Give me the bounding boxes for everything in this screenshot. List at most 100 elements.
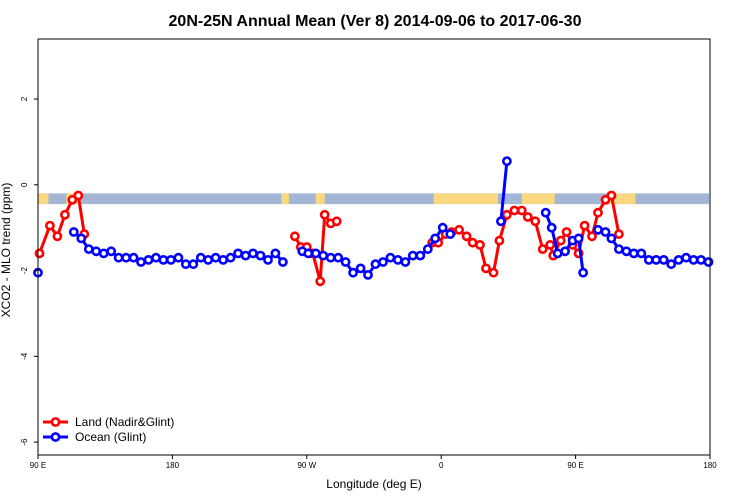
data-point: [614, 244, 624, 254]
data-point: [76, 233, 87, 244]
x-axis: 90 E 180 90 W 0 90 E 180: [30, 455, 717, 470]
data-point: [165, 254, 176, 265]
data-point: [501, 209, 512, 220]
x-tick-label: 90 E: [567, 461, 583, 470]
series-land: [34, 190, 624, 287]
series-line-segment-3: [499, 161, 509, 222]
land-band-6: [608, 193, 636, 205]
data-point: [494, 235, 505, 246]
y-axis: 2 0 -2 -4 -6: [20, 96, 38, 446]
land-band-3: [315, 193, 325, 205]
series-ocean: [33, 156, 714, 280]
data-point: [392, 254, 403, 265]
data-point: [636, 248, 647, 259]
data-point: [445, 229, 456, 239]
data-point: [331, 216, 342, 227]
data-point: [545, 239, 556, 250]
data-point: [475, 239, 485, 250]
land-band-5: [521, 193, 555, 205]
data-point: [315, 276, 326, 287]
data-point: [651, 254, 662, 265]
data-point: [415, 250, 426, 261]
data-point: [546, 222, 557, 233]
y-tick-label: 0: [20, 182, 29, 187]
data-point: [578, 267, 588, 278]
data-point: [600, 227, 611, 237]
data-point: [454, 224, 464, 235]
data-point: [143, 254, 154, 265]
data-point: [363, 269, 373, 280]
data-point: [333, 252, 344, 263]
data-point: [289, 231, 300, 242]
data-point: [488, 267, 499, 278]
data-point: [225, 252, 236, 263]
data-point: [128, 252, 139, 263]
data-point: [106, 246, 117, 257]
y-tick-label: -4: [20, 352, 29, 360]
data-point: [437, 222, 448, 233]
data-point: [188, 259, 199, 270]
data-point: [68, 227, 79, 237]
data-point: [501, 156, 512, 167]
data-point: [210, 252, 221, 263]
legend-label: Ocean (Glint): [75, 430, 146, 444]
x-tick-label: 90 W: [297, 461, 316, 470]
y-axis-label: XCO2 - MLO trend (ppm): [0, 183, 13, 318]
data-point: [303, 248, 314, 259]
data-point: [666, 259, 677, 270]
data-point: [579, 220, 590, 231]
x-tick-label: 90 E: [30, 461, 46, 470]
legend-marker: [50, 417, 61, 427]
data-point: [555, 235, 566, 246]
data-point: [45, 220, 55, 231]
x-tick-label: 0: [439, 461, 444, 470]
data-point: [180, 259, 191, 270]
data-point: [340, 257, 351, 267]
data-point: [378, 257, 388, 267]
data-point: [173, 252, 184, 263]
data-point: [461, 231, 472, 242]
data-point: [136, 257, 146, 267]
data-point: [696, 254, 706, 265]
x-tick-label: 180: [166, 461, 180, 470]
data-point: [658, 254, 669, 265]
data-point: [587, 231, 597, 242]
land-band-2: [281, 193, 289, 205]
data-point: [91, 246, 102, 257]
data-point: [681, 252, 691, 263]
plot-frame: [37, 38, 711, 456]
data-point: [203, 254, 214, 265]
data-point: [593, 224, 603, 235]
data-point: [606, 190, 617, 201]
data-point: [121, 252, 131, 263]
data-point: [348, 267, 358, 278]
y-tick-label: -2: [20, 266, 29, 274]
x-tick-label: 180: [703, 461, 717, 470]
data-point: [52, 231, 63, 242]
series-layer: [33, 156, 714, 287]
data-point: [481, 263, 491, 274]
data-point: [270, 248, 281, 259]
x-axis-label: Longitude (deg E): [326, 477, 421, 491]
data-point: [530, 216, 541, 227]
data-point: [628, 248, 639, 259]
y-tick-label: 2: [20, 96, 29, 101]
data-point: [325, 252, 336, 263]
data-point: [319, 209, 330, 220]
data-point: [370, 259, 381, 270]
data-point: [73, 190, 84, 201]
data-point: [560, 246, 570, 257]
data-point: [385, 252, 396, 263]
data-point: [522, 212, 533, 222]
data-point: [614, 229, 624, 239]
land-band-0: [38, 193, 49, 205]
data-point: [255, 250, 266, 261]
data-point: [400, 257, 411, 267]
data-point: [573, 233, 584, 244]
data-point: [673, 254, 684, 265]
y-tick-label: -6: [20, 438, 29, 446]
data-point: [113, 252, 124, 263]
data-point: [248, 248, 258, 259]
chart-title: 20N-25N Annual Mean (Ver 8) 2014-09-06 t…: [169, 13, 582, 30]
